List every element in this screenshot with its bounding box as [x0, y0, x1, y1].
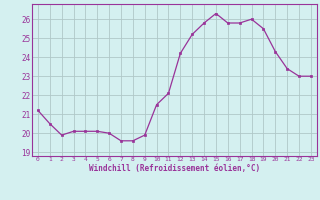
X-axis label: Windchill (Refroidissement éolien,°C): Windchill (Refroidissement éolien,°C) — [89, 164, 260, 173]
